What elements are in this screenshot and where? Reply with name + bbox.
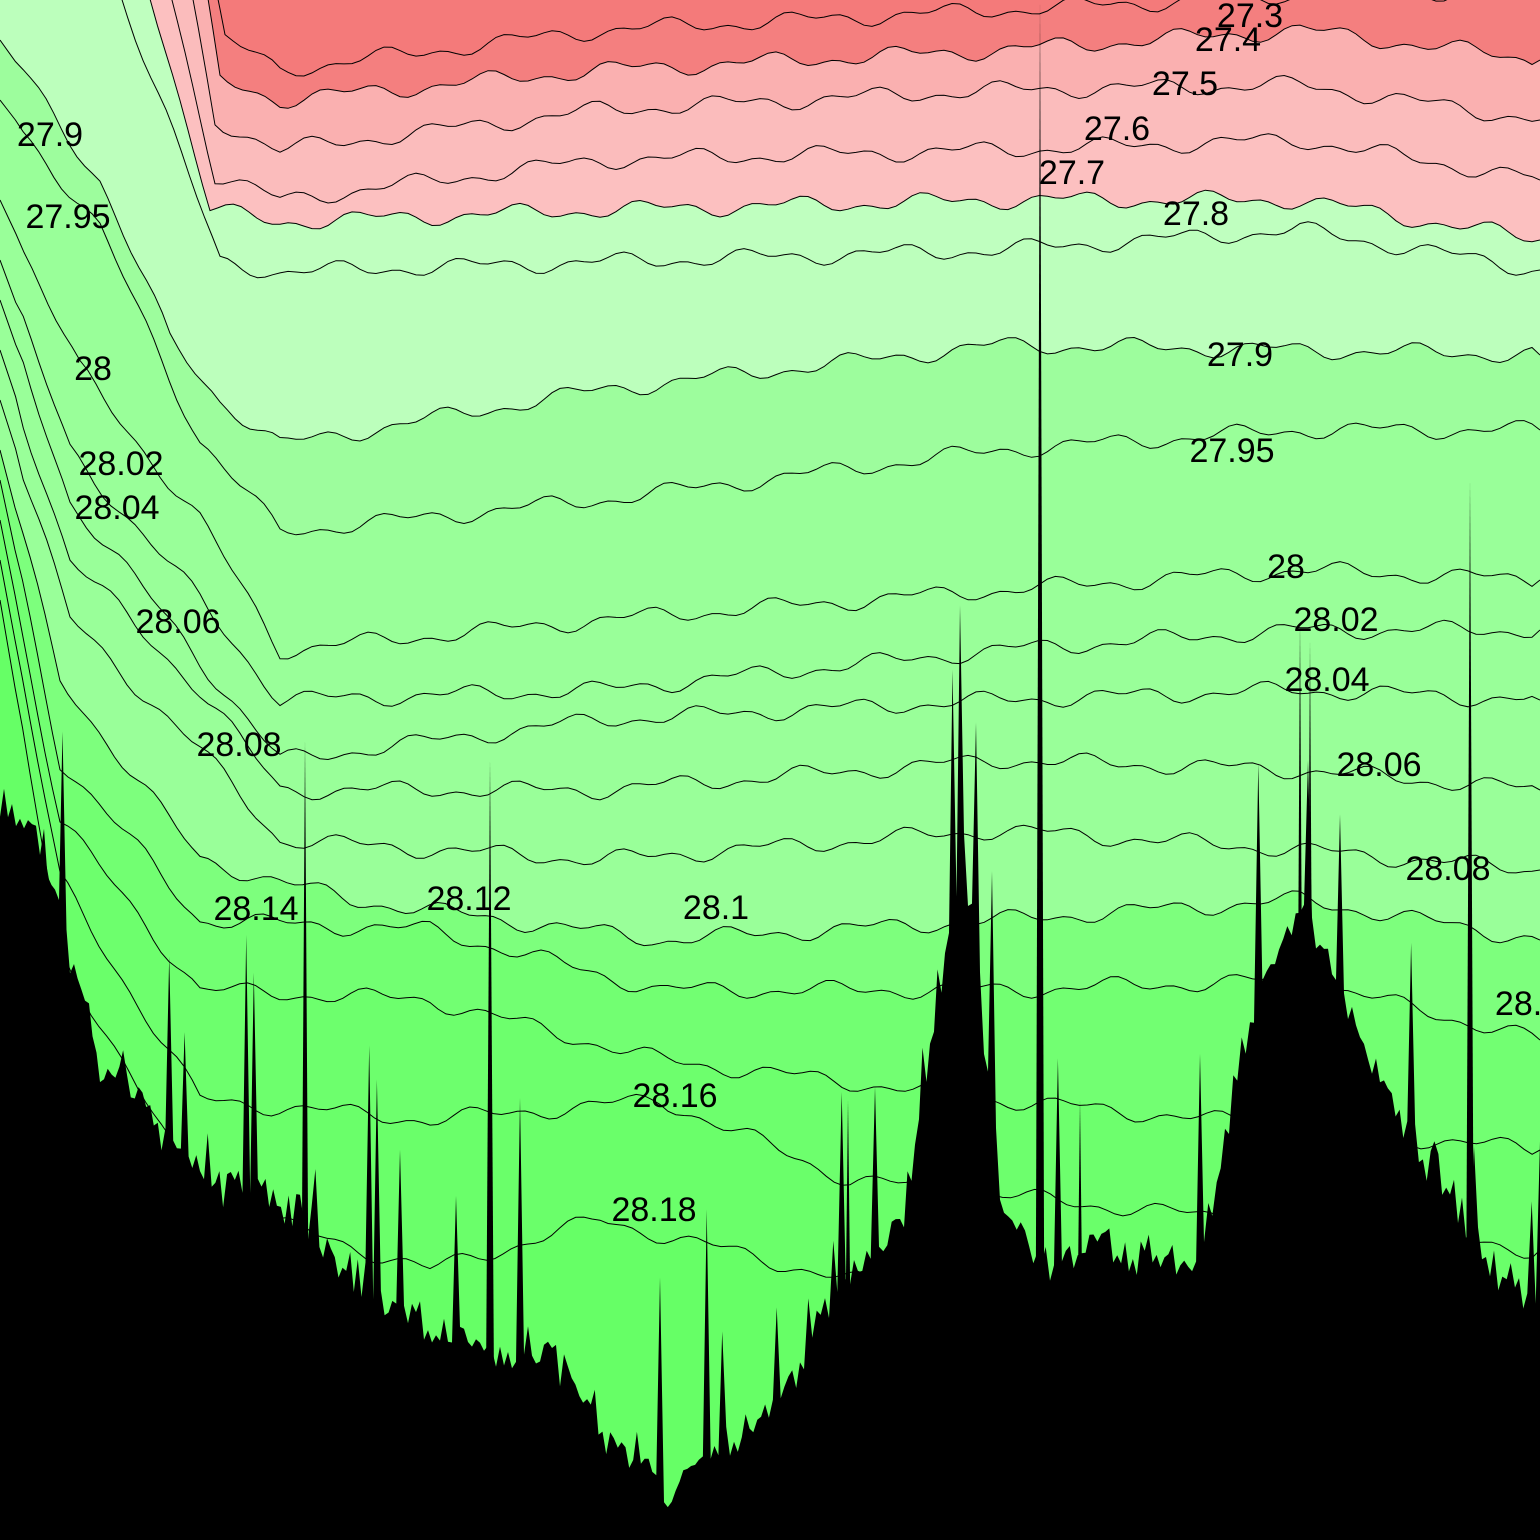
contour-line xyxy=(149,0,1540,243)
contour-label: 28.16 xyxy=(632,1077,717,1115)
contour-line xyxy=(207,0,1540,109)
contour-line xyxy=(217,0,1448,77)
seafloor-spike xyxy=(485,760,495,1540)
seafloor-spike xyxy=(843,1100,853,1540)
contour-label: 28.06 xyxy=(135,603,220,641)
seafloor-spike xyxy=(1305,640,1315,1540)
contour-line xyxy=(0,99,1540,536)
contour-label: 27.4 xyxy=(1195,21,1261,59)
contour-label: 28.08 xyxy=(196,726,281,764)
contour-label: 27.3 xyxy=(1217,0,1283,35)
contour-line xyxy=(0,199,1540,660)
contour-label: 28.12 xyxy=(426,880,511,918)
contour-label: 27.5 xyxy=(1152,65,1218,103)
contour-label: 27.8 xyxy=(1163,195,1229,233)
contour-line xyxy=(0,299,1540,761)
contour-line xyxy=(0,449,1540,947)
seafloor-spike xyxy=(1295,620,1305,1540)
seafloor-spike xyxy=(1035,0,1045,1540)
seafloor-spike xyxy=(955,810,965,1540)
seafloor-spike xyxy=(1465,480,1475,1540)
contour-line xyxy=(0,39,1540,442)
contour-line xyxy=(0,399,1540,874)
contour-label: 28.1 xyxy=(683,889,749,927)
contour-label: 27.6 xyxy=(1084,110,1150,148)
contour-label: 27.95 xyxy=(25,198,110,236)
contour-line xyxy=(121,0,1540,279)
contour-label: 28.04 xyxy=(1284,661,1369,699)
contour-label: 27.9 xyxy=(17,116,83,154)
contour-line xyxy=(0,349,1540,801)
seafloor-spike xyxy=(300,740,310,1540)
seafloor xyxy=(0,605,1540,1540)
contour-label: 28 xyxy=(1267,548,1305,586)
contour-label: 28.08 xyxy=(1405,850,1490,888)
contour-label: 28.14 xyxy=(213,890,298,928)
contour-label: 27.95 xyxy=(1189,432,1274,470)
contour-line xyxy=(192,0,1540,153)
contour-label: 28.1 xyxy=(1495,985,1540,1023)
contour-line xyxy=(171,0,1540,204)
contour-label: 28 xyxy=(74,350,112,388)
contour-band xyxy=(0,600,1540,1540)
contour-label: 28.02 xyxy=(1293,601,1378,639)
contour-label: 28.06 xyxy=(1336,746,1421,784)
contour-label: 27.7 xyxy=(1039,154,1105,192)
contour-label: 28.18 xyxy=(611,1191,696,1229)
contour-label: 27.9 xyxy=(1207,336,1273,374)
contour-label: 28.02 xyxy=(78,445,163,483)
contour-line xyxy=(0,259,1540,707)
seafloor-spike xyxy=(1075,1100,1085,1540)
contour-label: 28.04 xyxy=(74,489,159,527)
